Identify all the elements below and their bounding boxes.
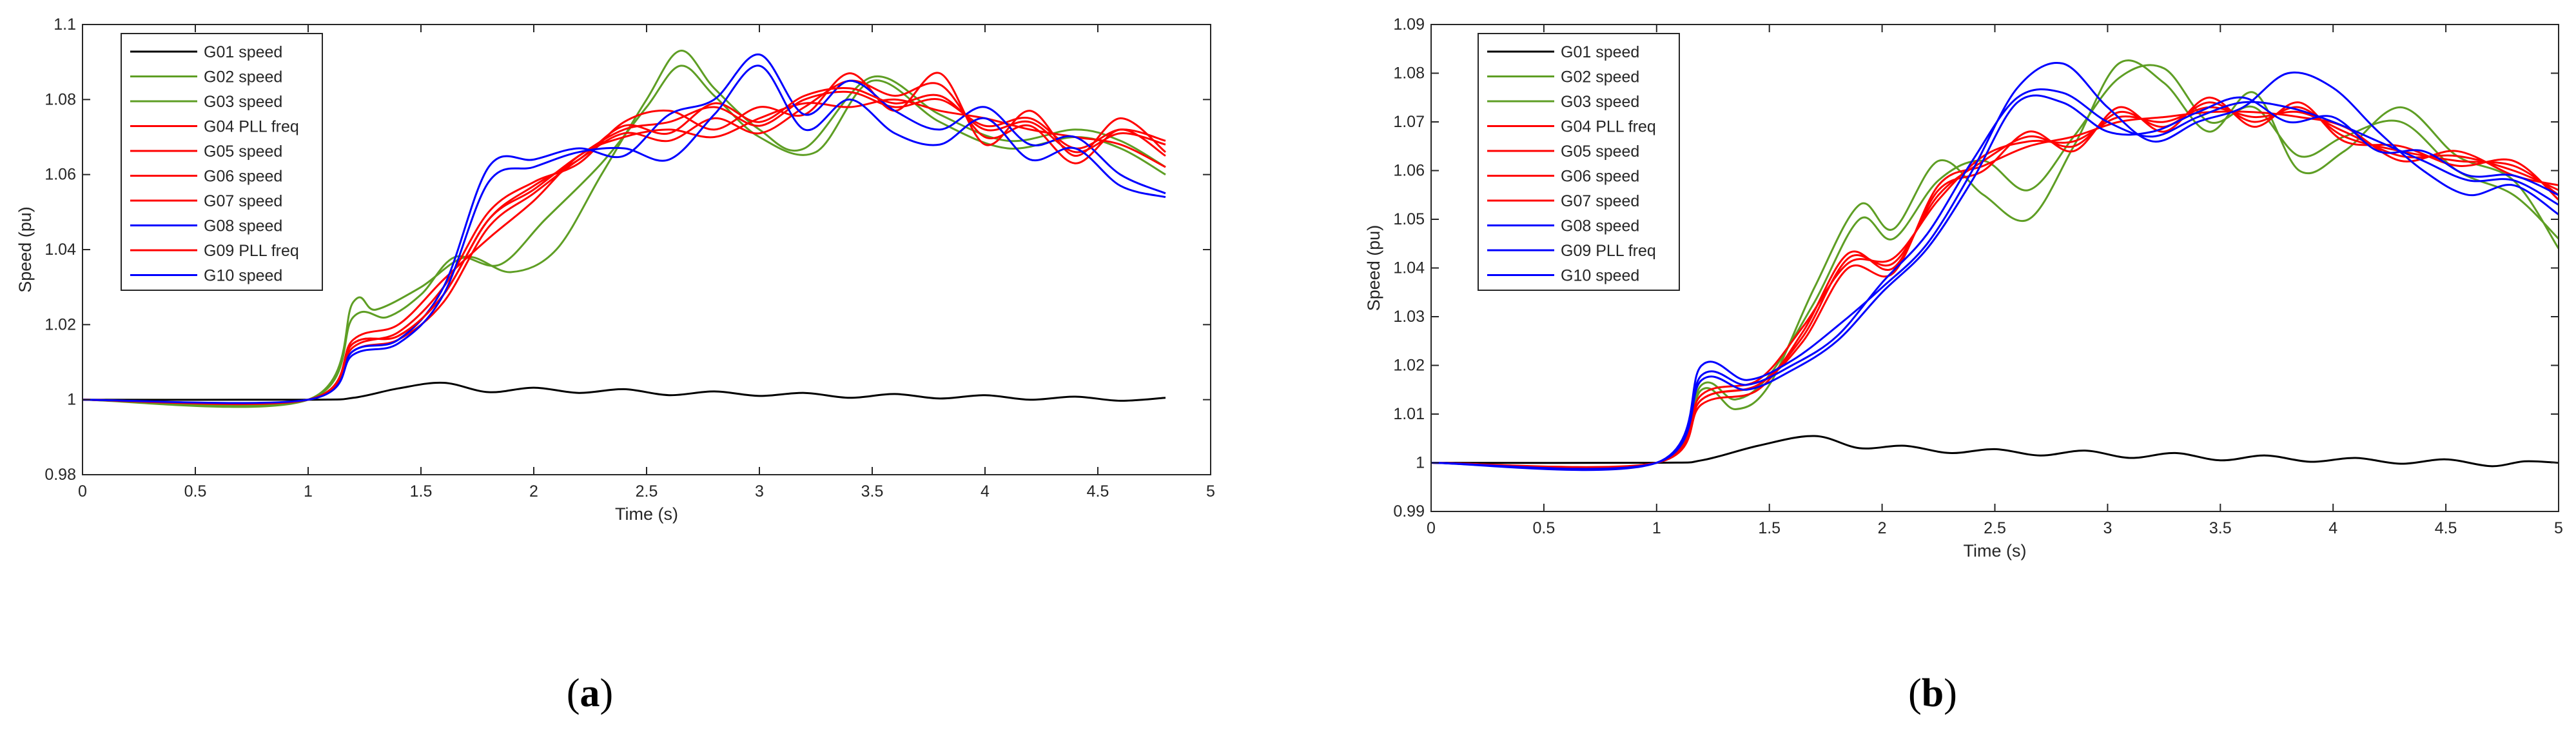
series-line-g07-speed	[82, 98, 1166, 406]
legend-label: G10 speed	[204, 267, 282, 285]
legend-label: G10 speed	[1561, 267, 1639, 285]
x-tick-label: 1.5	[410, 482, 433, 500]
chart-a: 0 0.5 1 1.5 2 2.5 3 3.5 4 4.5 5 0.98 1 1.02 1.04 1.06 1.…	[15, 15, 1215, 524]
x-tick-label: 4.5	[2435, 519, 2457, 537]
series-line-g01-speed	[1430, 435, 2559, 468]
legend-label: G08 speed	[1561, 217, 1639, 235]
x-tick-label: 1	[1652, 519, 1661, 537]
legend: G01 speed G02 speed G03 speed G04 PLL freq G…	[121, 33, 323, 291]
y-tick-label: 1.03	[1393, 308, 1425, 326]
x-tick-label: 3	[2103, 519, 2112, 537]
y-tick-label: 1.02	[44, 315, 76, 333]
x-tick-label: 0.5	[1533, 519, 1556, 537]
y-tick-label: 1.05	[1393, 210, 1425, 228]
series-line-g08-speed	[82, 53, 1166, 404]
series-line-g10-speed	[1430, 94, 2559, 470]
x-tick-label: 0.5	[184, 482, 207, 500]
y-tick-label: 1.06	[44, 166, 76, 184]
x-tick-label: 4	[2328, 519, 2337, 537]
x-axis-label: Time (s)	[1964, 541, 2027, 560]
legend-label: G09 PLL freq	[1561, 242, 1656, 260]
legend-label: G07 speed	[204, 192, 282, 210]
y-tick-label: 1.06	[1393, 162, 1425, 180]
x-tick-label: 5	[1206, 482, 1215, 500]
chart-b: 0 0.5 1 1.5 2 2.5 3 3.5 4 4.5 5 0.99 1 1.01 1.02 1.03 1.…	[1364, 15, 2563, 560]
x-tick-label: 3.5	[2209, 519, 2232, 537]
y-tick-label: 1.08	[44, 90, 76, 108]
series-line-g09-pll-freq	[82, 86, 1166, 405]
y-axis-label: Speed (pu)	[15, 206, 35, 293]
y-tick-label: 1.02	[1393, 357, 1425, 375]
x-tick-label: 5	[2554, 519, 2563, 537]
x-tick-label: 1	[304, 482, 313, 500]
x-tick-label: 2.5	[1984, 519, 2006, 537]
y-tick-label: 1.1	[54, 15, 76, 34]
x-tick-label: 2	[529, 482, 538, 500]
y-tick-label: 0.99	[1393, 502, 1425, 520]
series-group	[1430, 59, 2560, 471]
y-tick-label: 1.01	[1393, 405, 1425, 423]
legend-label: G03 speed	[1561, 93, 1639, 111]
y-axis-label: Speed (pu)	[1364, 225, 1383, 312]
legend-label: G09 PLL freq	[204, 242, 299, 260]
legend-label: G05 speed	[204, 143, 282, 161]
series-line-g09-pll-freq	[1430, 88, 2559, 471]
y-tick-label: 1.04	[1393, 259, 1425, 277]
y-tick-label: 1	[67, 391, 76, 409]
x-tick-label: 4	[981, 482, 990, 500]
panel-caption-b: (b)	[1908, 671, 1957, 715]
legend-label: G04 PLL freq	[1561, 118, 1656, 136]
series-line-g02-speed	[1430, 59, 2560, 470]
panel-caption-a: (a)	[566, 671, 614, 715]
y-tick-label: 1	[1416, 454, 1425, 472]
x-tick-label: 3	[755, 482, 764, 500]
series-line-g01-speed	[82, 381, 1166, 402]
y-tick-label: 1.07	[1393, 113, 1425, 131]
series-group	[82, 50, 1166, 408]
legend-label: G01 speed	[1561, 43, 1639, 61]
legend-label: G06 speed	[1561, 168, 1639, 186]
legend-label: G06 speed	[204, 168, 282, 186]
legend-label: G04 PLL freq	[204, 118, 299, 136]
legend-label: G08 speed	[204, 217, 282, 235]
x-tick-label: 2	[1878, 519, 1887, 537]
y-tick-label: 1.08	[1393, 64, 1425, 83]
series-line-g10-speed	[82, 64, 1166, 404]
x-tick-label: 4.5	[1087, 482, 1109, 500]
legend-label: G05 speed	[1561, 143, 1639, 161]
legend-label: G02 speed	[1561, 68, 1639, 86]
x-tick-label: 3.5	[861, 482, 884, 500]
y-tick-label: 1.04	[44, 241, 76, 259]
x-tick-label: 1.5	[1758, 519, 1781, 537]
x-tick-label: 0	[78, 482, 87, 500]
x-tick-label: 0	[1427, 519, 1436, 537]
legend: G01 speed G02 speed G03 speed G04 PLL freq G…	[1478, 33, 1680, 291]
legend-label: G01 speed	[204, 43, 282, 61]
x-axis-label: Time (s)	[615, 504, 678, 524]
x-tick-label: 2.5	[636, 482, 658, 500]
legend-label: G02 speed	[204, 68, 282, 86]
legend-label: G07 speed	[1561, 192, 1639, 210]
series-line-g08-speed	[1430, 61, 2559, 471]
series-line-g05-speed	[1430, 96, 2560, 468]
y-tick-label: 1.09	[1393, 15, 1425, 34]
series-line-g07-speed	[1430, 110, 2559, 469]
y-tick-label: 0.98	[44, 466, 76, 484]
legend-label: G03 speed	[204, 93, 282, 111]
